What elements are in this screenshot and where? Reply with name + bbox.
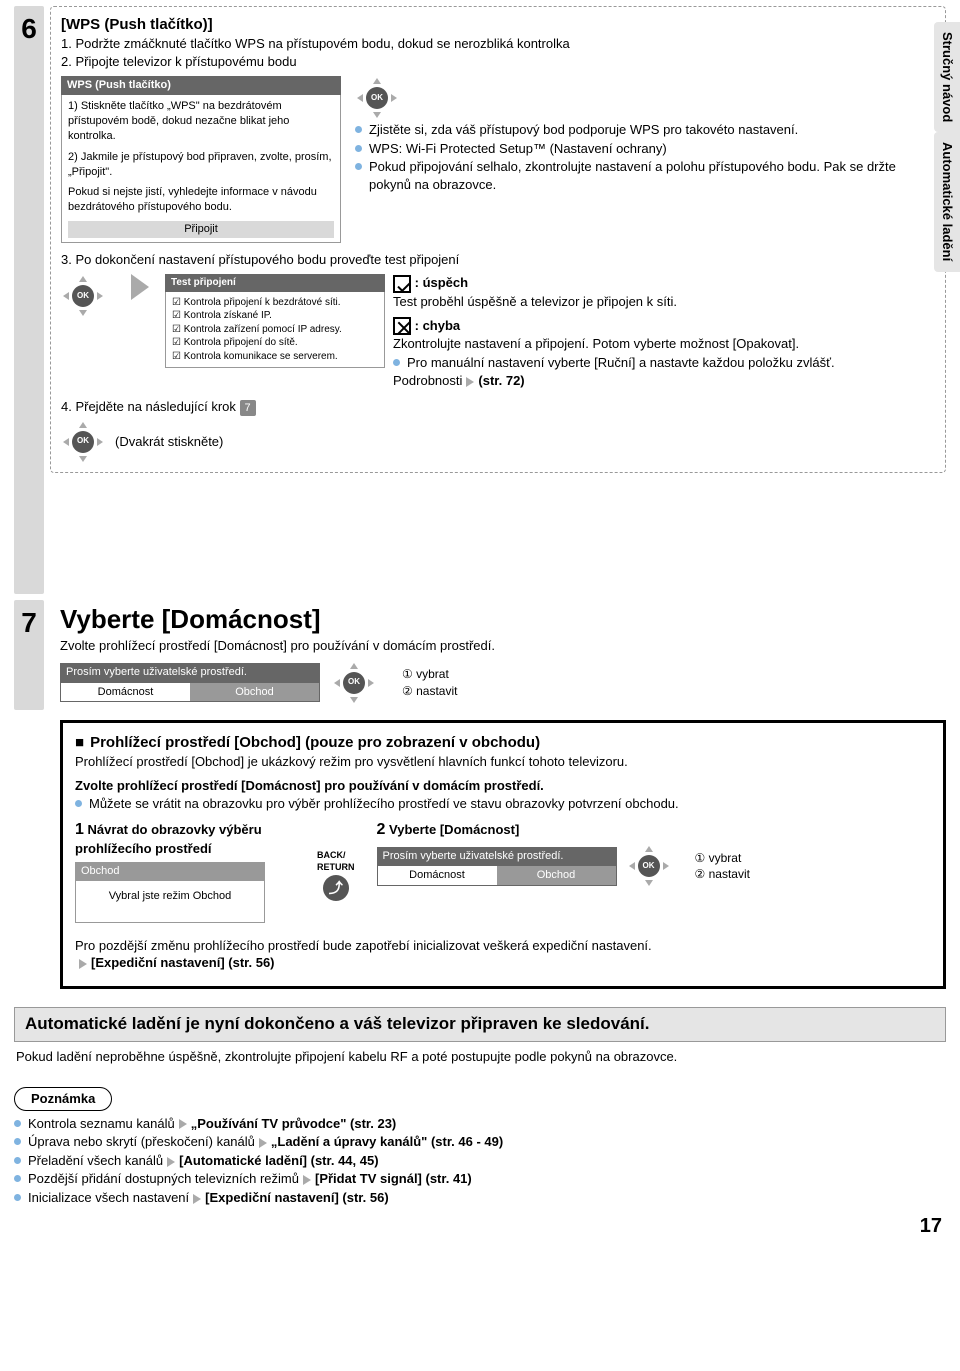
side-tabs: Stručný návod Automatické ladění (932, 22, 960, 272)
success-icon (393, 275, 411, 293)
note-3-pre: Pozdější přidání dostupných televizních … (28, 1171, 299, 1186)
obchod-hdr: Obchod (75, 862, 265, 881)
arrow-icon (131, 274, 149, 300)
fail-detail: Podrobnosti (393, 373, 462, 388)
fail-text: Zkontrolujte nastavení a připojení. Poto… (393, 335, 935, 353)
step6-bullet-1: WPS: Wi-Fi Protected Setup™ (Nastavení o… (369, 140, 667, 158)
note-1-pre: Úprava nebo skrytí (přeskočení) kanálů (28, 1134, 255, 1149)
ok-button-icon-4[interactable]: OK (332, 661, 376, 705)
page-number: 17 (920, 1213, 942, 1240)
note-label: Poznámka (14, 1087, 112, 1111)
note-3-ref: [Přidat TV signál] (str. 41) (315, 1171, 472, 1186)
step-6-number: 6 (14, 6, 44, 594)
ok-button-icon-2[interactable]: OK (61, 274, 105, 318)
shop-footer-ref: [Expediční nastavení] (str. 56) (91, 955, 275, 970)
wps-p3: Pokud si nejste jistí, vyhledejte inform… (68, 185, 334, 215)
note-2-ref: [Automatické ladění] (str. 44, 45) (179, 1153, 378, 1168)
note-1-ref: „Ladění a úpravy kanálů" (str. 46 - 49) (271, 1134, 503, 1149)
shop-footer: Pro pozdější změnu prohlížecího prostřed… (75, 937, 931, 955)
select-labels: vybrat nastavit (402, 666, 457, 698)
wps-p1: 1) Stiskněte tlačítko „WPS" na bezdrátov… (68, 99, 334, 144)
note-4-ref: [Expediční nastavení] (str. 56) (205, 1190, 389, 1205)
ok-button-icon-3[interactable]: OK (61, 420, 105, 464)
arrow-tiny-n4 (193, 1194, 201, 1204)
step6-bullet-0: Zjistěte si, zda váš přístupový bod podp… (369, 121, 798, 139)
shop-p2: Zvolte prohlížecí prostředí [Domácnost] … (75, 778, 544, 793)
side-tab-2: Automatické ladění (934, 132, 960, 271)
wps-connect-button[interactable]: Připojit (68, 221, 334, 238)
arrow-tiny-icon-2 (79, 959, 87, 969)
step7-title: Vyberte [Domácnost] (60, 602, 936, 637)
shop-s1-title: Návrat do obrazovky výběru prohlížecího … (75, 822, 262, 857)
fail-detail-ref: (str. 72) (478, 373, 524, 388)
done-bar: Automatické ladění je nyní dokončeno a v… (14, 1007, 946, 1042)
success-text: Test proběhl úspěšně a televizor je přip… (393, 293, 935, 311)
env-shop-2[interactable]: Obchod (497, 866, 616, 885)
select-labels-2: vybrat nastavit (695, 850, 750, 882)
test-item-4: Kontrola komunikace se serverem. (172, 350, 378, 364)
arrow-tiny-n1 (259, 1138, 267, 1148)
step6-line1: 1. Podržte zmáčknuté tlačítko WPS na pří… (61, 35, 935, 53)
back-return-button[interactable]: BACK/ RETURN ⤴ (317, 849, 355, 901)
arrow-tiny-n3 (303, 1175, 311, 1185)
test-item-3: Kontrola připojení do sítě. (172, 336, 378, 350)
test-panel-header: Test připojení (165, 274, 385, 292)
arrow-tiny-n2 (167, 1157, 175, 1167)
shop-info-box: ■Prohlížecí prostředí [Obchod] (pouze pr… (60, 720, 946, 989)
env-header-2: Prosím vyberte uživatelské prostředí. (377, 847, 617, 866)
step6-line4: 4. Přejděte na následující krok (61, 399, 236, 414)
ok-button-icon-5[interactable]: OK (627, 844, 671, 888)
wps-panel-header: WPS (Push tlačítko) (61, 76, 341, 95)
step6-line2: 2. Připojte televizor k přístupovému bod… (61, 53, 935, 71)
success-label: : úspěch (415, 275, 468, 290)
fail-label: : chyba (415, 318, 461, 333)
obchod-body: Vybral jste režim Obchod (75, 881, 265, 923)
note-0-ref: „Používání TV průvodce" (str. 23) (191, 1116, 397, 1131)
step6-bullet-2: Pokud připojování selhalo, zkontrolujte … (369, 158, 935, 193)
step7-subtitle: Zvolte prohlížecí prostředí [Domácnost] … (60, 637, 936, 655)
wps-p2: 2) Jakmile je přístupový bod připraven, … (68, 150, 334, 180)
shop-s2-num: 2 (377, 821, 386, 838)
fail-icon (393, 317, 411, 335)
test-item-0: Kontrola připojení k bezdrátové síti. (172, 296, 378, 310)
step6-next-num: 7 (240, 400, 256, 416)
done-text: Pokud ladění neproběhne úspěšně, zkontro… (16, 1048, 946, 1066)
note-4-pre: Inicializace všech nastavení (28, 1190, 189, 1205)
wps-panel: WPS (Push tlačítko) 1) Stiskněte tlačítk… (61, 76, 341, 243)
shop-bullet: Můžete se vrátit na obrazovku pro výběr … (89, 795, 679, 813)
env-home-2[interactable]: Domácnost (378, 866, 497, 885)
shop-s1-num: 1 (75, 821, 84, 838)
test-item-1: Kontrola získané IP. (172, 309, 378, 323)
note-2-pre: Přeladění všech kanálů (28, 1153, 163, 1168)
env-shop[interactable]: Obchod (190, 683, 319, 702)
test-panel: Test připojení Kontrola připojení k bezd… (165, 274, 385, 368)
arrow-tiny-n0 (179, 1119, 187, 1129)
fail-bullet: Pro manuální nastavení vyberte [Ruční] a… (407, 354, 835, 372)
back-icon: ⤴ (323, 875, 349, 901)
shop-title: Prohlížecí prostředí [Obchod] (pouze pro… (90, 734, 540, 751)
arrow-tiny-icon (466, 377, 474, 387)
note-0-pre: Kontrola seznamu kanálů (28, 1116, 175, 1131)
side-tab-1: Stručný návod (934, 22, 960, 132)
dbl-press: (Dvakrát stiskněte) (115, 433, 223, 451)
step6-line3: 3. Po dokončení nastavení přístupového b… (61, 251, 935, 269)
env-home[interactable]: Domácnost (61, 683, 190, 702)
shop-s2-title: Vyberte [Domácnost] (389, 822, 519, 837)
env-header: Prosím vyberte uživatelské prostředí. (60, 663, 320, 682)
step6-title: [WPS (Push tlačítko)] (61, 15, 935, 35)
test-item-2: Kontrola zařízení pomocí IP adresy. (172, 323, 378, 337)
shop-p1: Prohlížecí prostředí [Obchod] je ukázkov… (75, 753, 931, 771)
ok-button-icon[interactable]: OK (355, 76, 399, 120)
step-7-number: 7 (14, 600, 44, 710)
